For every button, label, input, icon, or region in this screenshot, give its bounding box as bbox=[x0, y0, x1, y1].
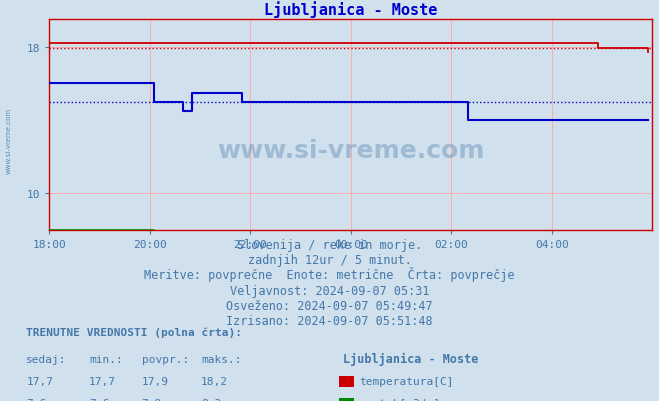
Text: Meritve: povprečne  Enote: metrične  Črta: povprečje: Meritve: povprečne Enote: metrične Črta:… bbox=[144, 267, 515, 282]
Text: Osveženo: 2024-09-07 05:49:47: Osveženo: 2024-09-07 05:49:47 bbox=[226, 299, 433, 312]
Text: TRENUTNE VREDNOSTI (polna črta):: TRENUTNE VREDNOSTI (polna črta): bbox=[26, 326, 243, 337]
Text: povpr.:: povpr.: bbox=[142, 354, 189, 364]
Text: Veljavnost: 2024-09-07 05:31: Veljavnost: 2024-09-07 05:31 bbox=[230, 284, 429, 297]
Text: pretok[m3/s]: pretok[m3/s] bbox=[359, 398, 440, 401]
Text: 7,6: 7,6 bbox=[89, 398, 109, 401]
Text: 8,2: 8,2 bbox=[201, 398, 221, 401]
Text: temperatura[C]: temperatura[C] bbox=[359, 376, 453, 386]
Text: 17,9: 17,9 bbox=[142, 376, 169, 386]
Text: 17,7: 17,7 bbox=[26, 376, 53, 386]
Text: sedaj:: sedaj: bbox=[26, 354, 67, 364]
Text: 18,2: 18,2 bbox=[201, 376, 228, 386]
Text: Slovenija / reke in morje.: Slovenija / reke in morje. bbox=[237, 238, 422, 251]
Title: Ljubljanica - Moste: Ljubljanica - Moste bbox=[264, 1, 438, 18]
Text: Ljubljanica - Moste: Ljubljanica - Moste bbox=[343, 352, 478, 365]
Text: www.si-vreme.com: www.si-vreme.com bbox=[217, 139, 484, 162]
Text: Izrisano: 2024-09-07 05:51:48: Izrisano: 2024-09-07 05:51:48 bbox=[226, 314, 433, 327]
Text: zadnjih 12ur / 5 minut.: zadnjih 12ur / 5 minut. bbox=[248, 253, 411, 266]
Text: www.si-vreme.com: www.si-vreme.com bbox=[5, 107, 11, 173]
Text: 7,6: 7,6 bbox=[26, 398, 47, 401]
Text: 17,7: 17,7 bbox=[89, 376, 116, 386]
Text: maks.:: maks.: bbox=[201, 354, 241, 364]
Text: min.:: min.: bbox=[89, 354, 123, 364]
Text: 7,9: 7,9 bbox=[142, 398, 162, 401]
